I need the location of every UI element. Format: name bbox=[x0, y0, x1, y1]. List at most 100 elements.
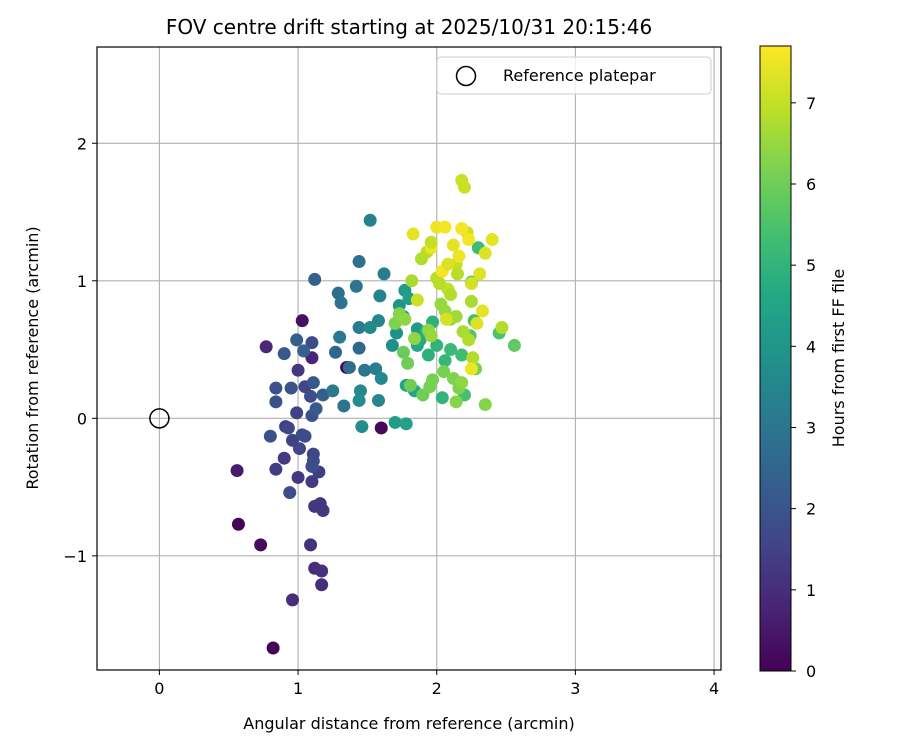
data-point bbox=[433, 277, 447, 291]
x-tick-label: 3 bbox=[570, 679, 580, 698]
data-point bbox=[316, 388, 330, 402]
legend-reference-marker bbox=[455, 65, 477, 87]
data-point bbox=[304, 389, 318, 403]
data-point bbox=[473, 267, 487, 281]
data-point bbox=[399, 417, 413, 431]
x-axis-label: Angular distance from reference (arcmin) bbox=[243, 714, 574, 733]
data-point bbox=[358, 363, 372, 377]
data-point bbox=[457, 180, 471, 194]
data-point bbox=[254, 538, 268, 552]
data-point bbox=[478, 398, 492, 412]
y-axis-ticks: −1 0 1 2 bbox=[63, 134, 97, 566]
colorbar-ticks: 0 1 2 3 4 5 6 7 bbox=[791, 94, 816, 681]
data-point bbox=[478, 246, 492, 260]
data-point bbox=[308, 272, 322, 286]
colorbar bbox=[759, 45, 792, 672]
data-point bbox=[401, 356, 415, 370]
data-point bbox=[298, 429, 312, 443]
y-tick-label: 2 bbox=[77, 134, 87, 153]
colorbar-tick-label: 5 bbox=[806, 256, 816, 275]
data-point bbox=[495, 321, 509, 335]
data-point bbox=[385, 338, 399, 352]
data-point bbox=[281, 421, 295, 435]
data-point bbox=[374, 371, 388, 385]
data-point bbox=[455, 222, 469, 236]
data-point bbox=[291, 363, 305, 377]
x-tick-label: 0 bbox=[154, 679, 164, 698]
data-point bbox=[305, 475, 319, 489]
data-point bbox=[295, 314, 309, 328]
x-tick-label: 1 bbox=[293, 679, 303, 698]
data-point bbox=[363, 213, 377, 227]
data-point bbox=[451, 267, 465, 281]
data-point bbox=[305, 459, 319, 473]
legend: Reference platepar bbox=[436, 56, 712, 95]
plot-frame bbox=[96, 46, 722, 671]
data-point bbox=[430, 338, 444, 352]
data-point bbox=[304, 538, 318, 552]
colorbar-tick-label: 7 bbox=[806, 94, 816, 113]
data-point bbox=[507, 338, 521, 352]
data-point bbox=[286, 593, 300, 607]
colorbar-label: Hours from first FF file bbox=[829, 269, 848, 448]
data-point bbox=[326, 384, 340, 398]
data-point bbox=[290, 406, 304, 420]
colorbar-tick-label: 3 bbox=[806, 418, 816, 437]
y-axis-label: Rotation from reference (arcmin) bbox=[23, 226, 42, 489]
data-point bbox=[269, 462, 283, 476]
reference-marker bbox=[149, 408, 170, 429]
data-point bbox=[291, 470, 305, 484]
data-point bbox=[342, 360, 356, 374]
data-point bbox=[466, 351, 480, 365]
data-point bbox=[388, 415, 402, 429]
data-point bbox=[424, 235, 438, 249]
data-point bbox=[439, 312, 453, 326]
data-point bbox=[485, 233, 499, 247]
data-point bbox=[462, 233, 476, 247]
data-point bbox=[405, 274, 419, 288]
data-point bbox=[438, 354, 452, 368]
data-point bbox=[444, 288, 458, 302]
data-point bbox=[277, 347, 291, 361]
data-point bbox=[410, 293, 424, 307]
data-point bbox=[292, 442, 306, 456]
data-point bbox=[424, 329, 438, 343]
data-point bbox=[435, 391, 449, 405]
data-point bbox=[464, 277, 478, 291]
data-point bbox=[309, 402, 323, 416]
data-point bbox=[390, 326, 404, 340]
data-point bbox=[305, 336, 319, 350]
data-point bbox=[353, 384, 367, 398]
data-point bbox=[349, 279, 363, 293]
data-points bbox=[230, 173, 521, 655]
legend-label: Reference platepar bbox=[503, 66, 656, 85]
data-point bbox=[283, 486, 297, 500]
data-point bbox=[371, 393, 385, 407]
y-tick-label: −1 bbox=[63, 547, 87, 566]
data-point bbox=[329, 345, 343, 359]
data-point bbox=[306, 376, 320, 390]
data-point bbox=[363, 321, 377, 335]
data-point bbox=[315, 578, 329, 592]
colorbar-tick-label: 1 bbox=[806, 581, 816, 600]
x-tick-label: 2 bbox=[432, 679, 442, 698]
x-tick-label: 4 bbox=[709, 679, 719, 698]
data-point bbox=[315, 564, 329, 578]
data-point bbox=[455, 376, 469, 390]
data-point bbox=[398, 312, 412, 326]
data-point bbox=[446, 238, 460, 252]
data-point bbox=[337, 399, 351, 413]
y-tick-label: 0 bbox=[77, 409, 87, 428]
data-point bbox=[408, 332, 422, 346]
data-point bbox=[470, 316, 484, 330]
chart-title: FOV centre drift starting at 2025/10/31 … bbox=[166, 15, 652, 39]
data-point bbox=[403, 378, 417, 392]
colorbar-tick-label: 4 bbox=[806, 337, 816, 356]
data-point bbox=[406, 227, 420, 241]
x-axis-ticks: 0 1 2 3 4 bbox=[154, 670, 719, 698]
data-point bbox=[231, 517, 245, 531]
data-point bbox=[263, 429, 277, 443]
data-point bbox=[444, 343, 458, 357]
data-point bbox=[230, 464, 244, 478]
